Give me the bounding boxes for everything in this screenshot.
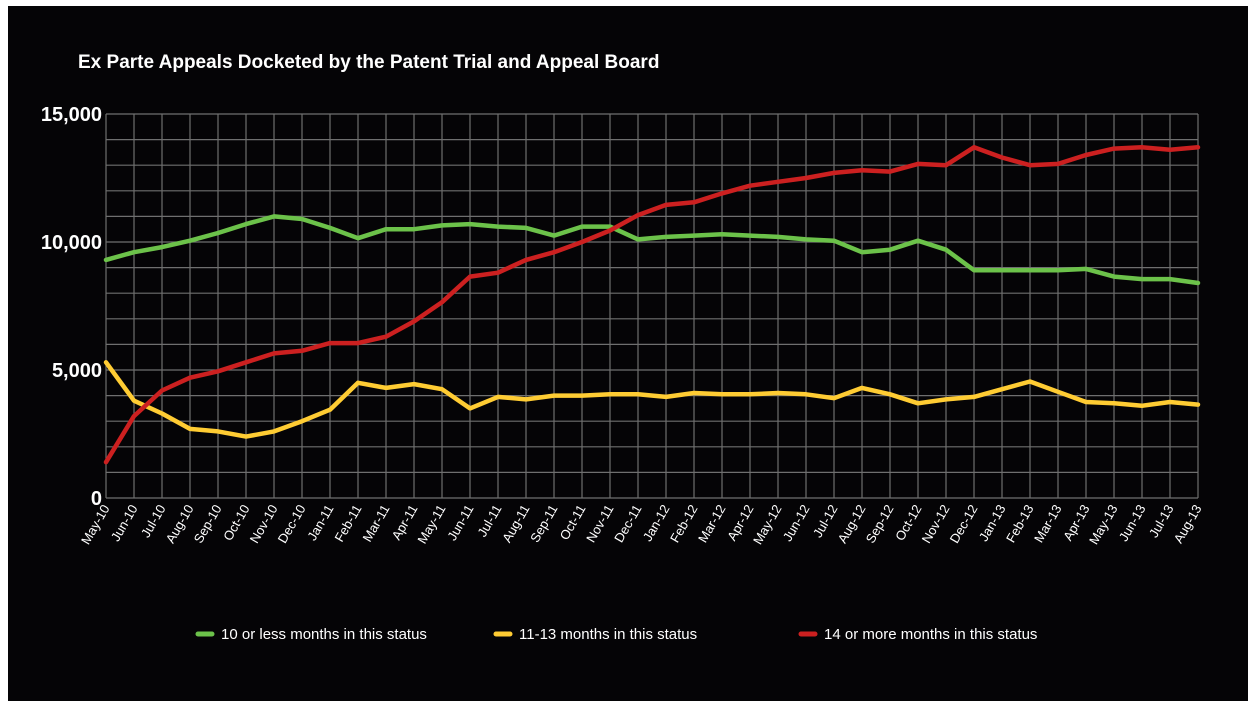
x-tick-label: Jun-10 [108,502,141,544]
line-chart: Ex Parte Appeals Docketed by the Patent … [41,52,1205,643]
x-tick-label: Jun-11 [444,502,476,543]
legend-label: 14 or more months in this status [824,626,1037,643]
x-tick-label: Sep-12 [863,502,897,546]
x-tick-label: Jul-11 [474,502,504,539]
x-tick-label: Mar-12 [695,502,729,545]
x-tick-label: May-10 [78,502,113,547]
chart-title: Ex Parte Appeals Docketed by the Patent … [78,52,659,73]
x-tick-label: Aug-13 [1171,502,1205,546]
y-tick-label: 10,000 [41,232,102,254]
x-tick-label: Jun-13 [1116,502,1149,544]
legend: 10 or less months in this status 11-13 mo… [195,626,1037,643]
x-tick-label: Dec-11 [611,502,644,545]
x-tick-label: Dec-12 [947,502,981,546]
x-axis-ticks: May-10Jun-10Jul-10Aug-10Sep-10Oct-10Nov-… [78,502,1205,547]
legend-label: 10 or less months in this status [221,626,427,643]
y-axis-ticks: 0 5,000 10,000 15,000 [41,104,102,510]
x-tick-label: Dec-10 [275,502,309,546]
legend-label: 11-13 months in this status [519,626,697,643]
series-lines [103,145,1201,465]
chart-frame: Ex Parte Appeals Docketed by the Patent … [8,6,1248,701]
series-line-2 [103,360,1201,439]
series-line-1 [103,214,1201,286]
series-line-3 [103,145,1201,465]
x-tick-label: Sep-11 [527,502,560,545]
x-tick-label: Jun-12 [780,502,813,544]
x-tick-label: Sep-10 [191,502,225,546]
x-tick-label: Mar-13 [1031,502,1065,545]
y-tick-label: 0 [91,488,102,510]
x-tick-label: May-11 [414,502,448,546]
grid [105,113,1199,499]
x-tick-label: Mar-11 [359,502,392,544]
y-tick-label: 5,000 [52,360,102,382]
y-tick-label: 15,000 [41,104,102,126]
